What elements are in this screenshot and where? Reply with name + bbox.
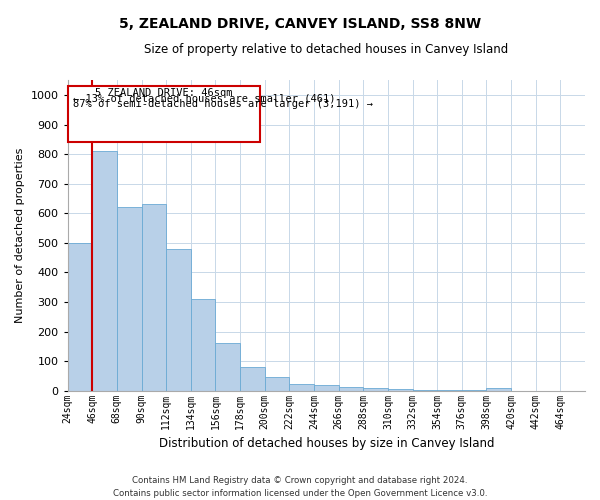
Text: ← 13% of detached houses are smaller (461): ← 13% of detached houses are smaller (46… bbox=[73, 94, 335, 104]
Bar bbox=[265, 378, 289, 390]
Bar bbox=[191, 299, 215, 390]
Bar bbox=[363, 388, 388, 390]
Bar bbox=[338, 387, 363, 390]
Bar bbox=[117, 208, 142, 390]
Bar bbox=[487, 388, 511, 390]
Bar bbox=[240, 367, 265, 390]
Text: 87% of semi-detached houses are larger (3,191) →: 87% of semi-detached houses are larger (… bbox=[73, 100, 373, 110]
Bar bbox=[314, 384, 338, 390]
Bar bbox=[388, 389, 413, 390]
Bar bbox=[68, 86, 260, 142]
Title: Size of property relative to detached houses in Canvey Island: Size of property relative to detached ho… bbox=[144, 42, 508, 56]
Y-axis label: Number of detached properties: Number of detached properties bbox=[15, 148, 25, 323]
X-axis label: Distribution of detached houses by size in Canvey Island: Distribution of detached houses by size … bbox=[158, 437, 494, 450]
Text: Contains HM Land Registry data © Crown copyright and database right 2024.
Contai: Contains HM Land Registry data © Crown c… bbox=[113, 476, 487, 498]
Bar bbox=[289, 384, 314, 390]
Bar bbox=[142, 204, 166, 390]
Text: 5, ZEALAND DRIVE, CANVEY ISLAND, SS8 8NW: 5, ZEALAND DRIVE, CANVEY ISLAND, SS8 8NW bbox=[119, 18, 481, 32]
Text: 5 ZEALAND DRIVE: 46sqm: 5 ZEALAND DRIVE: 46sqm bbox=[95, 88, 233, 98]
Bar bbox=[215, 344, 240, 390]
Bar bbox=[92, 151, 117, 390]
Bar bbox=[166, 249, 191, 390]
Bar bbox=[68, 243, 92, 390]
